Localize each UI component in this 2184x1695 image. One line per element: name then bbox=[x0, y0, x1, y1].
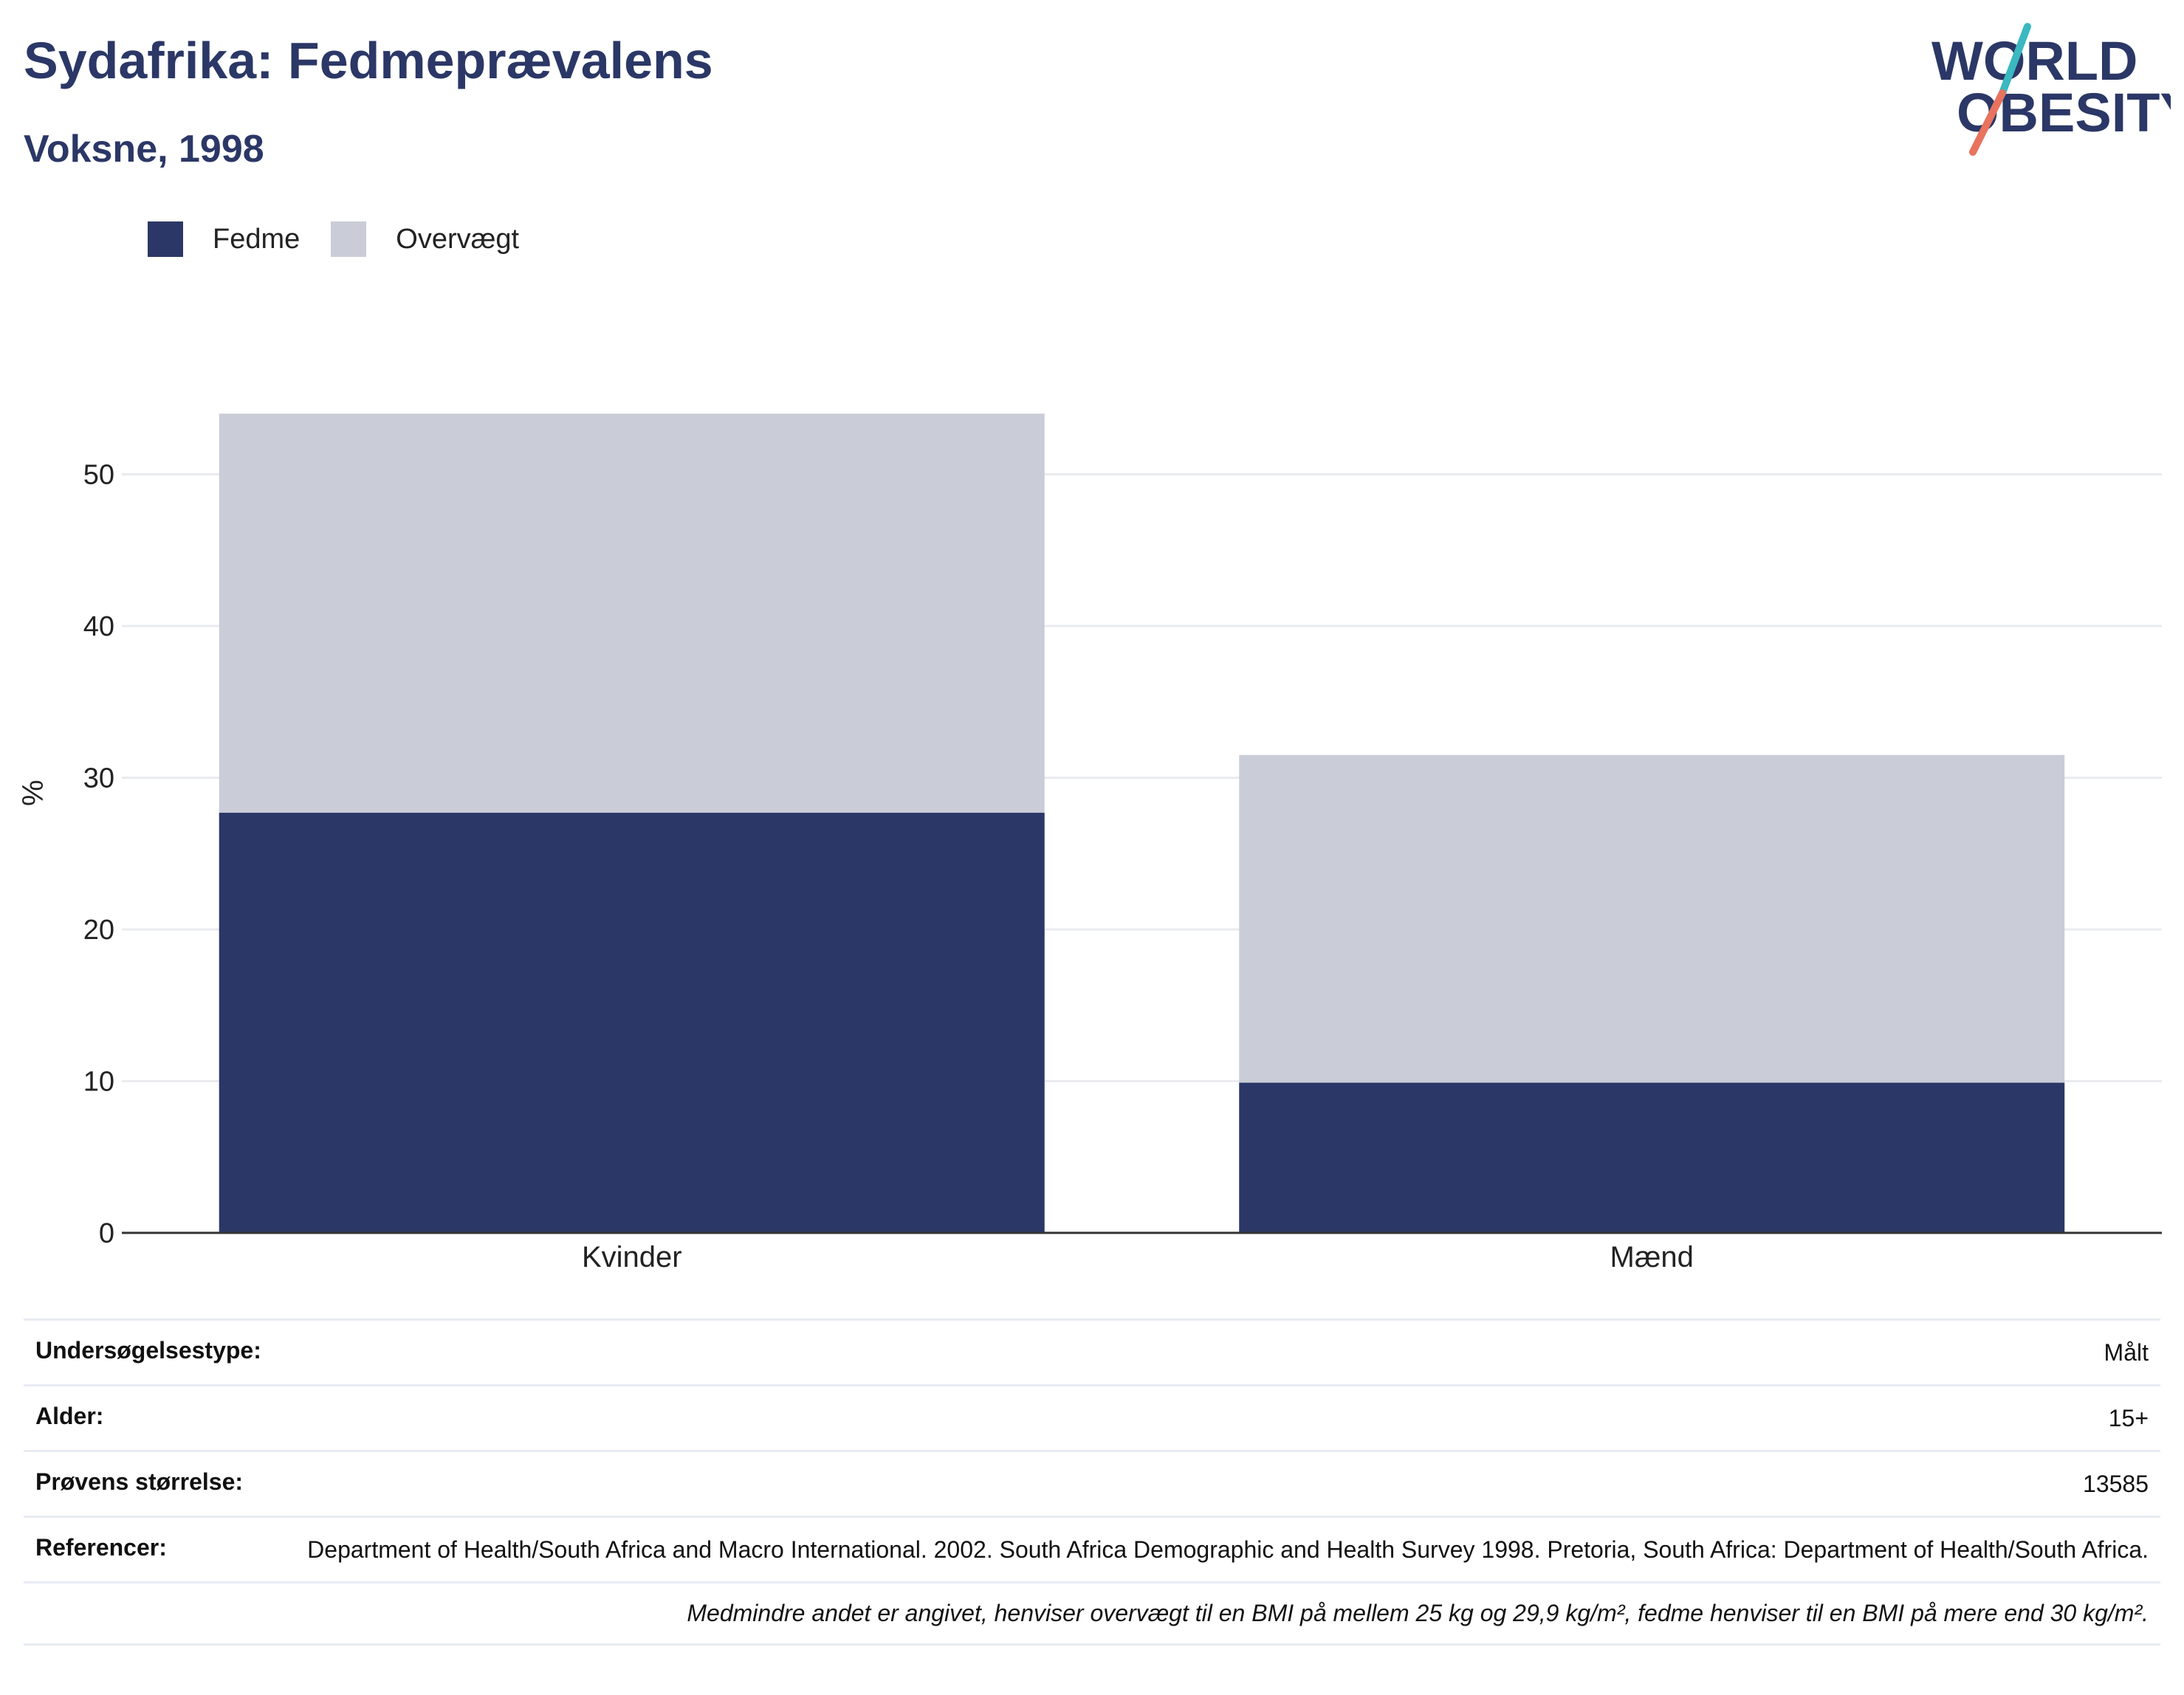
stacked-bar-chart: 0 10 20 30 40 50% Kvinder Mænd bbox=[17, 413, 2162, 1273]
logo-slash-teal bbox=[1999, 23, 2031, 97]
survey-type-value: Målt bbox=[275, 1318, 2160, 1386]
legend-item-overvægt[interactable]: Overvægt bbox=[331, 221, 519, 257]
bar-fedme-kvinder bbox=[219, 812, 1045, 1233]
info-row-survey-type: Undersøgelsestype: Målt bbox=[24, 1318, 2160, 1386]
info-row-sample-size: Prøvens størrelse: 13585 bbox=[24, 1450, 2160, 1517]
survey-info-table: Undersøgelsestype: Målt Alder: 15+ Prøve… bbox=[24, 1318, 2160, 1646]
age-label: Alder: bbox=[24, 1384, 276, 1451]
y-tick-label: 40 bbox=[83, 611, 114, 642]
y-tick-label: 10 bbox=[83, 1067, 114, 1098]
info-row-note: Medmindre andet er angivet, henviser ove… bbox=[24, 1581, 2160, 1646]
y-tick-label: 30 bbox=[83, 763, 114, 794]
info-row-references: Referencer: Department of Health/South A… bbox=[24, 1516, 2160, 1583]
info-row-age: Alder: 15+ bbox=[24, 1384, 2160, 1451]
x-tick-label: Kvinder bbox=[582, 1241, 682, 1273]
chart-subtitle: Voksne, 1998 bbox=[24, 128, 264, 171]
logo-slash-coral bbox=[1969, 89, 2006, 156]
bar-overvægt-mænd bbox=[1239, 754, 2065, 1083]
chart-legend: Fedme Overvægt bbox=[148, 219, 550, 260]
legend-label: Fedme bbox=[213, 223, 301, 255]
sample-size-label: Prøvens størrelse: bbox=[24, 1450, 276, 1517]
chart-title: Sydafrika: Fedmeprævalens bbox=[24, 32, 713, 89]
references-label: Referencer: bbox=[24, 1516, 276, 1583]
y-axis-label: % bbox=[17, 780, 49, 806]
legend-label: Overvægt bbox=[396, 223, 520, 255]
age-value: 15+ bbox=[275, 1384, 2160, 1451]
logo-word-world: WORLD bbox=[1931, 30, 2138, 92]
references-value: Department of Health/South Africa and Ma… bbox=[275, 1516, 2160, 1583]
sample-size-value: 13585 bbox=[275, 1450, 2160, 1517]
legend-item-fedme[interactable]: Fedme bbox=[148, 221, 300, 257]
legend-swatch bbox=[148, 221, 183, 257]
y-tick-label: 20 bbox=[83, 915, 114, 946]
survey-type-label: Undersøgelsestype: bbox=[24, 1318, 276, 1386]
world-obesity-logo: WORLD OBESITY bbox=[1931, 23, 2171, 156]
y-tick-label: 50 bbox=[83, 460, 114, 491]
legend-swatch bbox=[331, 221, 367, 257]
x-tick-label: Mænd bbox=[1610, 1241, 1694, 1273]
bar-overvægt-kvinder bbox=[219, 413, 1045, 813]
bar-fedme-mænd bbox=[1239, 1082, 2065, 1233]
y-tick-label: 0 bbox=[99, 1218, 114, 1249]
bmi-definition-note: Medmindre andet er angivet, henviser ove… bbox=[24, 1581, 2160, 1646]
